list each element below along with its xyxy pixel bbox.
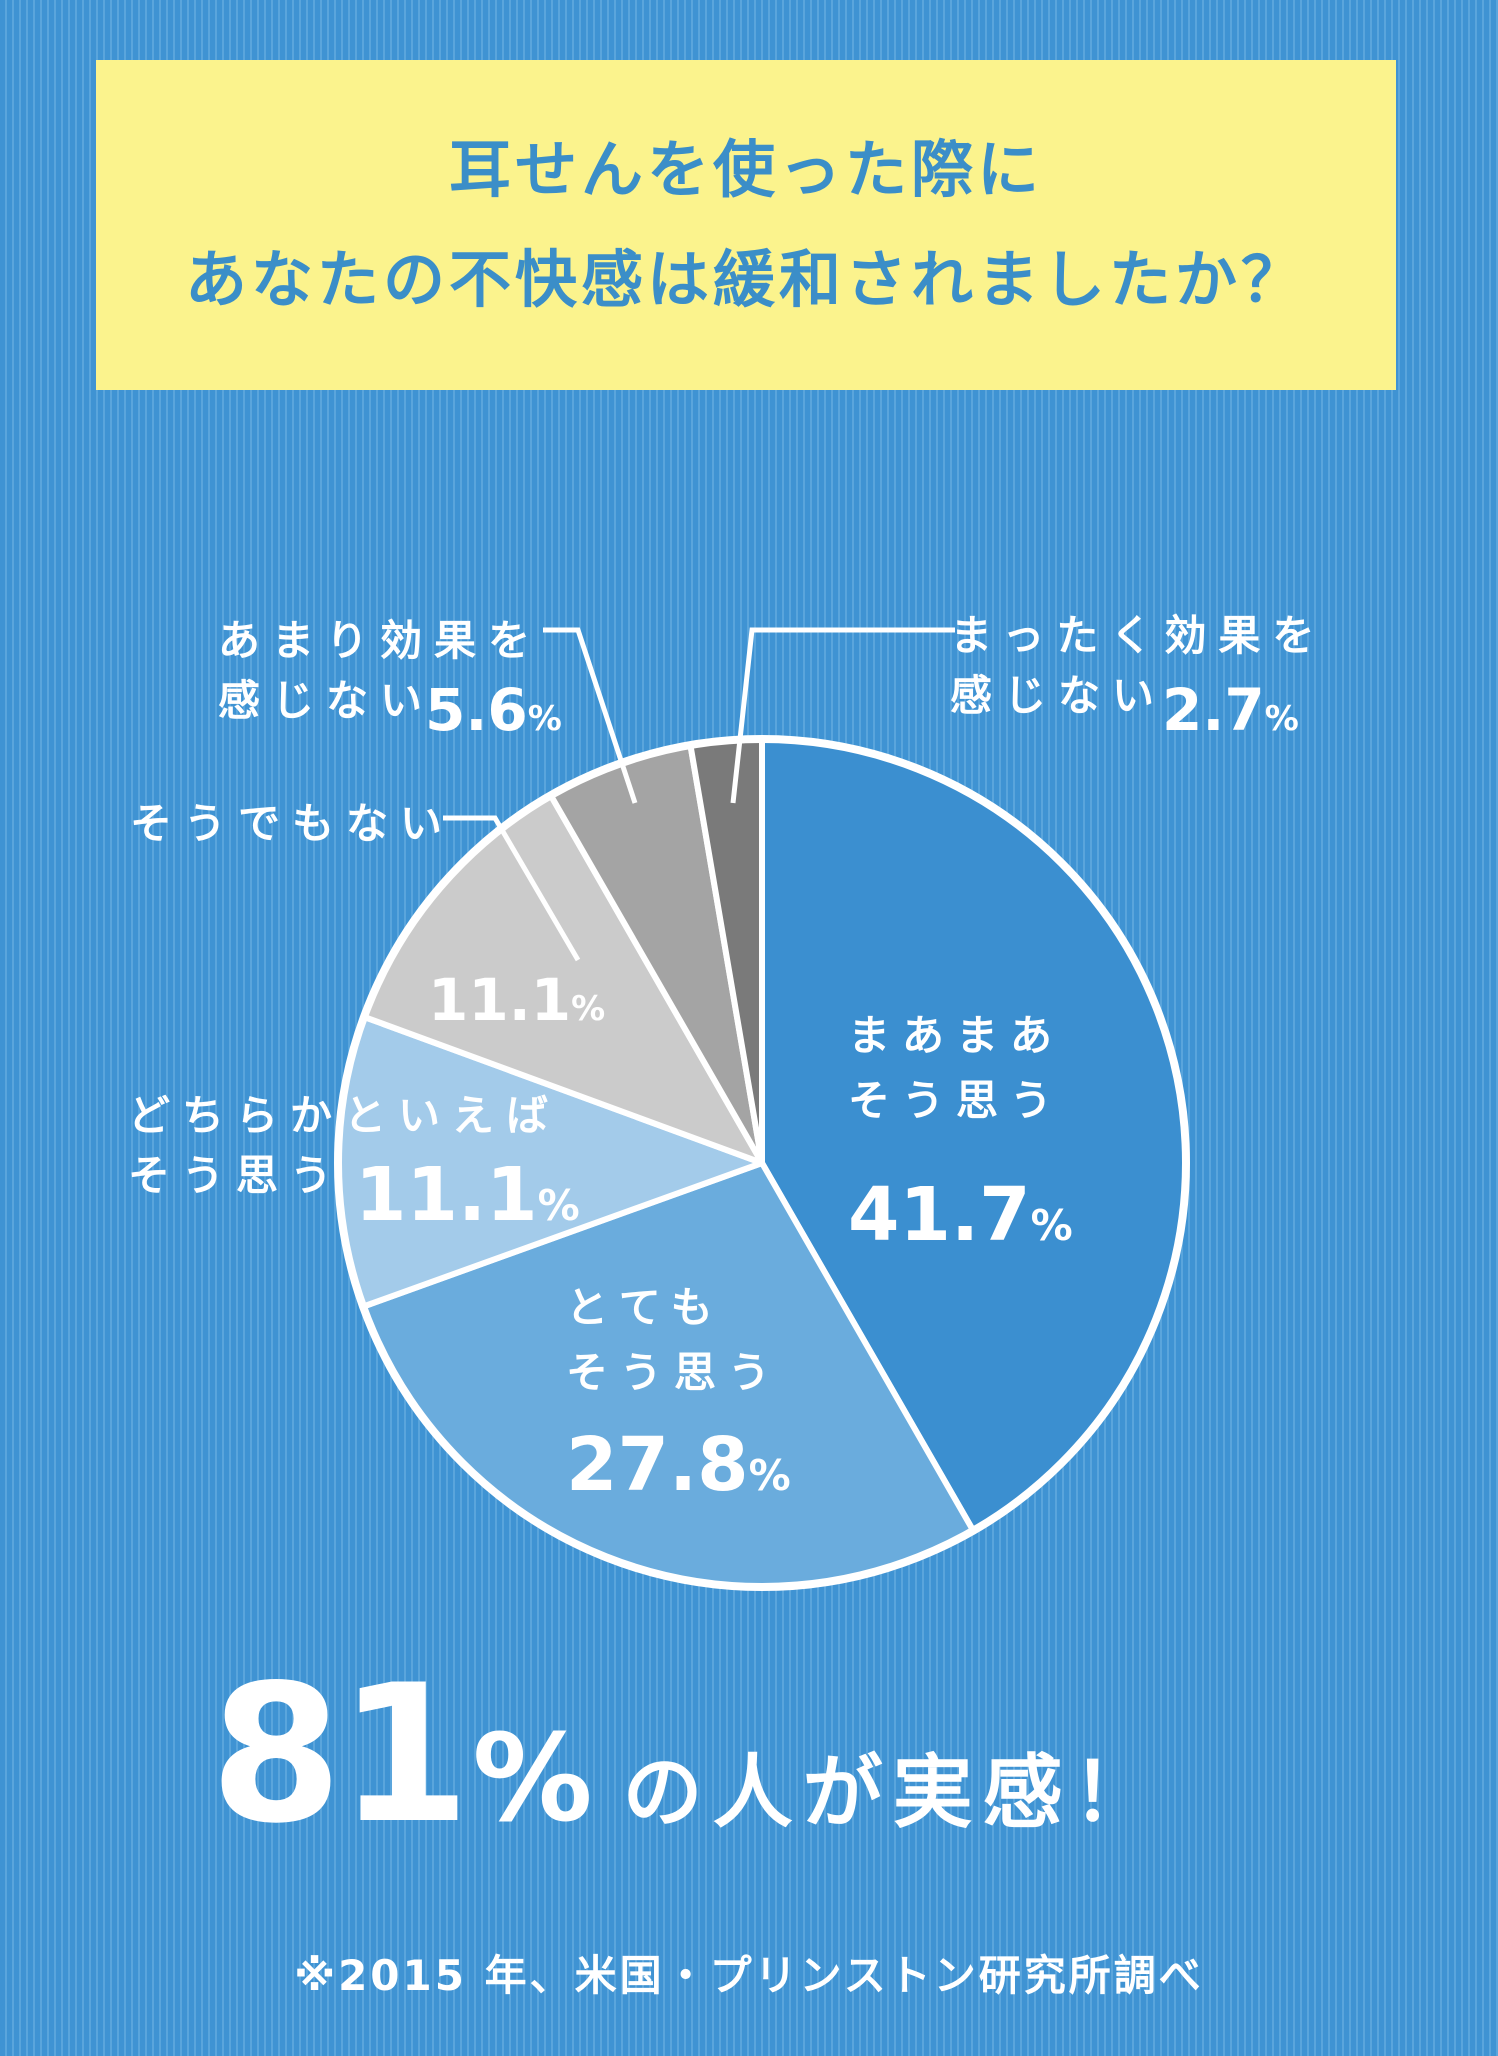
summary-text: の人が実感！ bbox=[622, 1746, 1163, 1839]
slice-4-percent: % bbox=[528, 699, 562, 739]
slice-0-name-line-0: まあまあ bbox=[848, 1011, 1064, 1060]
slice-5-percent: % bbox=[1265, 699, 1299, 739]
question-title-line-2: あなたの不快感は緩和されましたか？ bbox=[184, 243, 1307, 316]
slice-5-value: 2.7% bbox=[1162, 676, 1299, 744]
slice-5-name-line-1: 感じない bbox=[950, 671, 1166, 720]
slice-2-percent: % bbox=[538, 1181, 580, 1230]
slice-2-name-line-0: どちらかといえば bbox=[128, 1091, 560, 1140]
summary-headline: 81 % の人が実感！ bbox=[210, 1660, 1310, 1880]
slice-4-name-line-0: あまり効果を bbox=[218, 616, 542, 665]
leader-line-1 bbox=[443, 815, 581, 962]
slice-3-percent: % bbox=[571, 989, 605, 1029]
slice-4-name-line-1: 感じない bbox=[218, 676, 434, 725]
slice-0-name-line-1: そう思う bbox=[848, 1076, 1064, 1125]
slice-1-name-line-1: そう思う bbox=[566, 1348, 782, 1397]
question-banner: 耳せんを使った際に あなたの不快感は緩和されましたか？ bbox=[96, 60, 1396, 390]
question-title-line-1: 耳せんを使った際に bbox=[448, 133, 1043, 206]
slice-5-name-line-0: まったく効果を bbox=[950, 611, 1326, 660]
slice-1-value: 27.8% bbox=[566, 1422, 791, 1508]
summary-percent: % bbox=[472, 1710, 593, 1849]
slice-3-name-line-0: そうでもない bbox=[130, 799, 454, 848]
leader-line-2 bbox=[730, 627, 955, 804]
summary-number: 81 bbox=[210, 1644, 470, 1865]
slice-0-value: 41.7% bbox=[848, 1172, 1073, 1258]
slice-4-value: 5.6% bbox=[425, 676, 562, 744]
slice-2-name-line-1: そう思う bbox=[128, 1151, 344, 1200]
slice-1-percent: % bbox=[749, 1451, 791, 1500]
pie-outline bbox=[334, 735, 1190, 1591]
slice-1-name-line-0: とても bbox=[566, 1283, 725, 1332]
source-note: ※2015 年、米国・プリンストン研究所調べ bbox=[294, 1951, 1204, 2000]
slice-0-percent: % bbox=[1031, 1201, 1073, 1250]
leader-line-0 bbox=[543, 627, 638, 804]
